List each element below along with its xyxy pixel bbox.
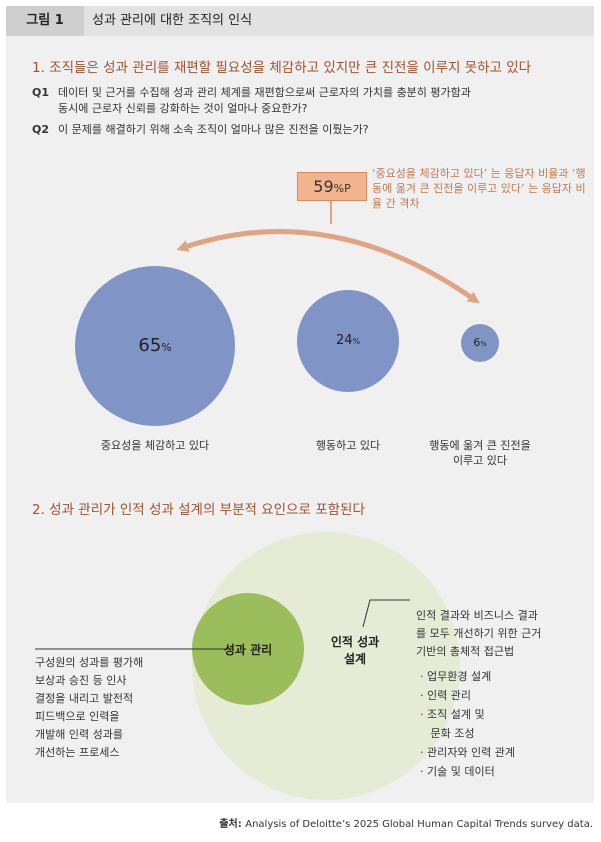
- figure-header: 그림 1 성과 관리에 대한 조직의 인식: [6, 6, 594, 36]
- right-description: 인적 결과와 비즈니스 결과 를 모두 개선하기 위한 근거 기반의 총체적 접…: [416, 607, 541, 661]
- bubble-65: [75, 266, 235, 426]
- right-desc-line: 를 모두 개선하기 위한 근거: [416, 627, 542, 640]
- bubble-24-unit: %: [352, 337, 360, 346]
- bullet-item: · 관리자와 인력 관계: [420, 746, 515, 759]
- bubble-65-number: 65: [138, 335, 162, 356]
- bullet-item: · 기술 및 데이터: [420, 765, 495, 778]
- bubble-6: [461, 324, 499, 362]
- bubble-6-value: 6%: [460, 336, 500, 349]
- bubble-24-value: 24%: [318, 333, 378, 348]
- left-description: 구성원의 성과를 평가해 보상과 승진 등 인사 결정을 내리고 발전적 피드백…: [35, 654, 143, 762]
- gap-note: ‘중요성을 체감하고 있다’ 는 응답자 비율과 ‘행동에 옮겨 큰 진전을 이…: [372, 167, 586, 210]
- left-desc-line: 구성원의 성과를 평가해: [35, 656, 144, 669]
- section1-title: 1. 조직들은 성과 관리를 재편할 필요성을 체감하고 있지만 큰 진전을 이…: [32, 60, 532, 76]
- bullet-item: · 업무환경 설계: [420, 670, 492, 683]
- bubble-6-number: 6: [473, 336, 481, 349]
- bullet-item: · 인력 관리: [420, 689, 471, 702]
- q1-line1: 데이터 및 근거를 수집해 성과 관리 체계를 재편함으로써 근로자의 가치를 …: [58, 86, 471, 99]
- bubble-6-label-line2: 이루고 있다: [452, 454, 508, 467]
- bubble-24-number: 24: [336, 333, 353, 348]
- gap-arrow: [176, 229, 480, 304]
- bubble-6-unit: %: [480, 340, 487, 348]
- left-desc-line: 개발해 인력 성과를: [35, 728, 123, 741]
- bubble-24: [297, 290, 399, 392]
- q2-text: 이 문제를 해결하기 위해 소속 조직이 얼마나 많은 진전을 이뤘는가?: [58, 123, 369, 136]
- bullet-item: 문화 조성: [420, 727, 475, 740]
- question-1: Q1 데이터 및 근거를 수집해 성과 관리 체계를 재편함으로써 근로자의 가치…: [32, 85, 471, 117]
- q1-line2: 동시에 근로자 신뢰를 강화하는 것이 얼마나 중요한가?: [58, 102, 308, 115]
- gap-value: 59: [313, 177, 334, 196]
- right-desc-line: 인적 결과와 비즈니스 결과: [416, 609, 538, 622]
- left-desc-line: 보상과 승진 등 인사: [35, 674, 127, 687]
- gap-badge: 59%P: [297, 172, 367, 201]
- q1-number: Q1: [32, 86, 50, 99]
- venn-outer-label-line2: 설계: [343, 652, 367, 666]
- figure-title: 성과 관리에 대한 조직의 인식: [92, 13, 253, 28]
- question-2: Q2 이 문제를 해결하기 위해 소속 조직이 얼마나 많은 진전을 이뤘는가?: [32, 122, 369, 138]
- bullet-item: · 조직 설계 및: [420, 708, 485, 721]
- left-desc-line: 개선하는 프로세스: [35, 746, 120, 759]
- gap-unit: %P: [333, 182, 351, 195]
- figure-label: 그림 1: [6, 6, 84, 36]
- bullet-list: · 업무환경 설계 · 인력 관리 · 조직 설계 및 문화 조성 · 관리자와…: [420, 667, 515, 781]
- bubble-65-label: 중요성을 체감하고 있다: [100, 439, 210, 452]
- source-prefix: 출처:: [219, 819, 246, 830]
- q2-number: Q2: [32, 123, 50, 136]
- leader-line-right: [362, 599, 410, 628]
- venn-inner-label: 성과 관리: [223, 643, 273, 657]
- bubble-24-label: 행동하고 있다: [315, 439, 381, 452]
- venn-inner-circle: [192, 593, 304, 705]
- left-desc-line: 피드백으로 인력을: [35, 710, 120, 723]
- bubble-65-unit: %: [161, 341, 172, 354]
- source-text: Analysis of Deloitte’s 2025 Global Human…: [245, 819, 593, 830]
- bubble-65-value: 65%: [115, 335, 195, 356]
- venn-outer-label: 인적 성과 설계: [315, 634, 395, 668]
- bubble-6-label: 행동에 옮겨 큰 진전을 이루고 있다: [410, 438, 550, 468]
- section2-title: 2. 성과 관리가 인적 성과 설계의 부분적 요인으로 포함된다: [32, 502, 365, 518]
- source-note: 출처: Analysis of Deloitte’s 2025 Global H…: [219, 815, 593, 830]
- right-desc-line: 기반의 총체적 접근법: [416, 645, 515, 658]
- venn-outer-label-line1: 인적 성과: [330, 635, 380, 649]
- left-desc-line: 결정을 내리고 발전적: [35, 692, 134, 705]
- bubble-6-label-line1: 행동에 옮겨 큰 진전을: [429, 439, 531, 452]
